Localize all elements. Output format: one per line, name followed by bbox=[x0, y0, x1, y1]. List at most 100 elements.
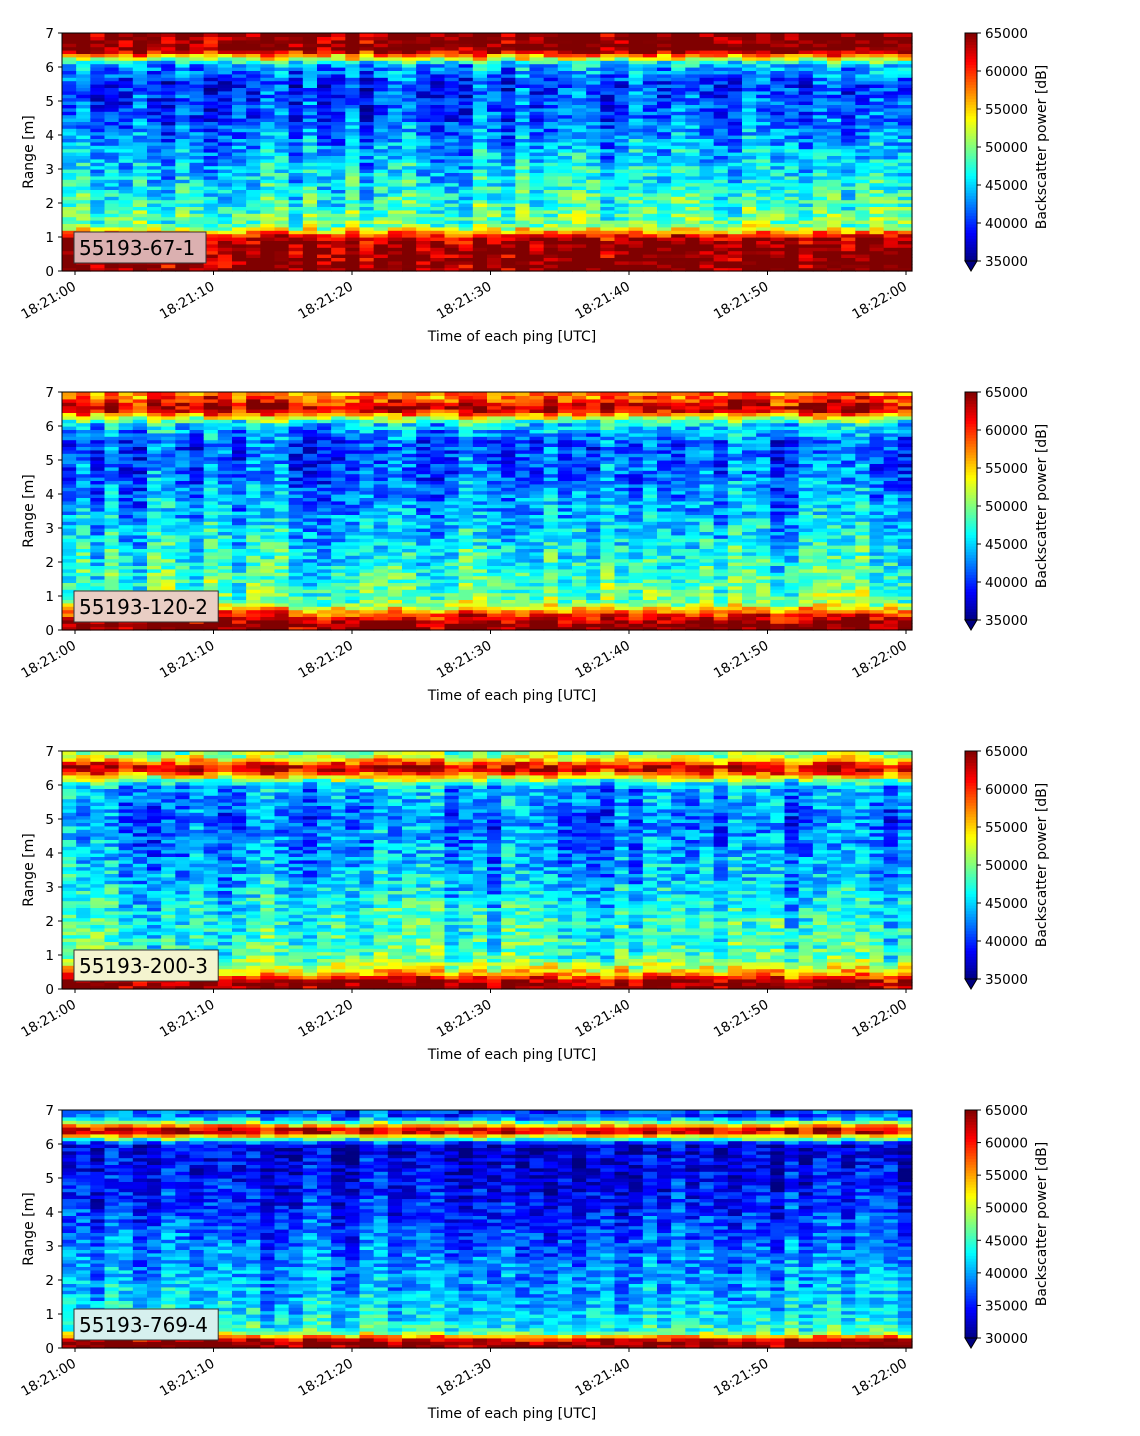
heatmap-cell bbox=[770, 121, 786, 126]
heatmap-cell bbox=[657, 53, 672, 58]
heatmap-cell bbox=[642, 216, 658, 221]
heatmap-cell bbox=[118, 398, 134, 403]
heatmap-cell bbox=[742, 63, 757, 68]
heatmap-cell bbox=[444, 196, 460, 201]
heatmap-cell bbox=[317, 233, 332, 238]
heatmap-cell bbox=[76, 585, 91, 590]
heatmap-cell bbox=[203, 182, 219, 187]
heatmap-cell bbox=[161, 568, 176, 573]
heatmap-cell bbox=[458, 111, 474, 116]
heatmap-cell bbox=[685, 240, 701, 245]
heatmap-cell bbox=[90, 196, 106, 201]
heatmap-cell bbox=[784, 87, 800, 92]
heatmap-cell bbox=[217, 90, 233, 95]
heatmap-cell bbox=[132, 541, 148, 546]
heatmap-cell bbox=[756, 257, 771, 262]
heatmap-cell bbox=[642, 87, 658, 92]
heatmap-cell bbox=[217, 128, 233, 133]
heatmap-cell bbox=[855, 43, 871, 48]
heatmap-cell bbox=[756, 162, 771, 167]
heatmap-cell bbox=[147, 267, 162, 272]
heatmap-cell bbox=[671, 131, 686, 136]
heatmap-cell bbox=[727, 94, 743, 99]
heatmap-cell bbox=[118, 511, 134, 515]
heatmap-cell bbox=[246, 186, 261, 190]
heatmap-cell bbox=[628, 97, 644, 102]
colorbar-segment bbox=[965, 44, 977, 48]
heatmap-cell bbox=[841, 111, 856, 116]
colorbar-segment bbox=[965, 212, 977, 216]
heatmap-cell bbox=[812, 63, 828, 68]
heatmap-cell bbox=[175, 548, 191, 553]
heatmap-cell bbox=[798, 196, 814, 201]
heatmap-cell bbox=[76, 43, 91, 48]
heatmap-cell bbox=[869, 230, 885, 235]
heatmap-cell bbox=[756, 182, 771, 187]
heatmap-cell bbox=[685, 220, 701, 224]
heatmap-cell bbox=[529, 90, 545, 95]
heatmap-cell bbox=[402, 220, 417, 224]
heatmap-cell bbox=[827, 206, 842, 211]
heatmap-cell bbox=[614, 131, 630, 136]
heatmap-cell bbox=[812, 186, 828, 190]
heatmap-cell bbox=[628, 63, 644, 68]
heatmap-cell bbox=[798, 63, 814, 68]
heatmap-cell bbox=[897, 101, 913, 105]
heatmap-cell bbox=[302, 121, 318, 126]
heatmap-cell bbox=[189, 203, 205, 207]
heatmap-cell bbox=[699, 118, 715, 122]
heatmap-cell bbox=[161, 623, 176, 628]
heatmap-cell bbox=[147, 121, 162, 126]
heatmap-cell bbox=[90, 223, 106, 228]
heatmap-cell bbox=[699, 182, 715, 187]
heatmap-cell bbox=[657, 124, 672, 129]
heatmap-cell bbox=[586, 216, 601, 221]
heatmap-cell bbox=[217, 220, 233, 224]
heatmap-cell bbox=[742, 172, 757, 177]
heatmap-cell bbox=[444, 206, 460, 211]
heatmap-cell bbox=[416, 257, 431, 262]
heatmap-cell bbox=[359, 138, 375, 143]
heatmap-cell bbox=[897, 220, 913, 224]
heatmap-cell bbox=[487, 128, 502, 133]
heatmap-cell bbox=[897, 73, 913, 78]
heatmap-cell bbox=[274, 36, 290, 41]
heatmap-cell bbox=[132, 206, 148, 211]
heatmap-cell bbox=[742, 121, 757, 126]
heatmap-cell bbox=[841, 121, 856, 126]
heatmap-cell bbox=[671, 179, 686, 184]
heatmap-cell bbox=[671, 216, 686, 221]
heatmap-cell bbox=[671, 121, 686, 126]
heatmap-cell bbox=[161, 158, 176, 163]
heatmap-cell bbox=[62, 267, 77, 272]
heatmap-cell bbox=[161, 473, 176, 478]
heatmap-cell bbox=[132, 623, 148, 628]
heatmap-cell bbox=[147, 494, 162, 498]
heatmap-cell bbox=[543, 135, 559, 139]
heatmap-cell bbox=[288, 50, 304, 54]
heatmap-cell bbox=[515, 43, 531, 48]
heatmap-cell bbox=[274, 141, 290, 146]
heatmap-cell bbox=[586, 237, 601, 241]
heatmap-cell bbox=[147, 43, 162, 48]
heatmap-cell bbox=[132, 124, 148, 129]
heatmap-cell bbox=[628, 152, 644, 156]
heatmap-cell bbox=[331, 209, 346, 214]
heatmap-cell bbox=[175, 568, 191, 573]
heatmap-cell bbox=[487, 87, 502, 92]
heatmap-cell bbox=[161, 558, 176, 563]
heatmap-cell bbox=[76, 70, 91, 75]
heatmap-cell bbox=[572, 104, 587, 109]
heatmap-cell bbox=[657, 80, 672, 85]
heatmap-cell bbox=[742, 182, 757, 187]
heatmap-cell bbox=[317, 206, 332, 211]
heatmap-cell bbox=[260, 240, 276, 245]
heatmap-cell bbox=[76, 39, 91, 44]
heatmap-cell bbox=[161, 392, 176, 396]
heatmap-cell bbox=[274, 237, 290, 241]
heatmap-cell bbox=[217, 172, 233, 177]
heatmap-cell bbox=[402, 247, 417, 252]
heatmap-cell bbox=[317, 203, 332, 207]
heatmap-cell bbox=[118, 77, 134, 82]
heatmap-cell bbox=[671, 158, 686, 163]
